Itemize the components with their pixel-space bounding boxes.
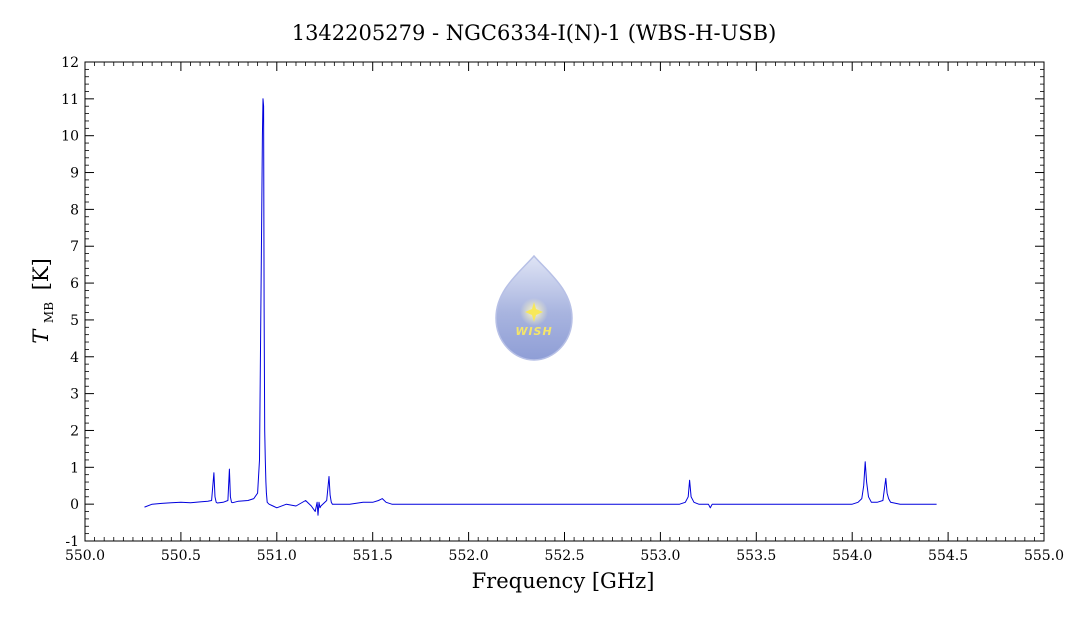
- x-tick-label: 551.0: [257, 548, 297, 564]
- y-axis-label: T MB [K]: [29, 258, 58, 344]
- x-tick-label: 553.0: [640, 548, 680, 564]
- wish-logo: WISH: [495, 254, 573, 361]
- x-tick-label: 554.5: [928, 548, 968, 564]
- y-tick-label: 3: [70, 387, 79, 403]
- x-tick-label: 555.0: [1024, 548, 1064, 564]
- y-tick-label: 10: [61, 129, 79, 145]
- x-tick-label: 552.0: [449, 548, 489, 564]
- y-tick-label: 7: [70, 239, 79, 255]
- y-axis-label-subscript: MB: [42, 302, 56, 323]
- y-tick-label: 1: [70, 460, 79, 476]
- y-tick-label: 8: [70, 202, 79, 218]
- y-tick-label: 4: [70, 350, 79, 366]
- chart-title: 1342205279 - NGC6334-I(N)-1 (WBS-H-USB): [292, 21, 777, 45]
- x-tick-label: 554.0: [832, 548, 872, 564]
- x-tick-label: 551.5: [353, 548, 393, 564]
- y-tick-label: 9: [70, 166, 79, 182]
- x-tick-label: 550.0: [65, 548, 105, 564]
- y-tick-label: 11: [61, 92, 79, 108]
- x-tick-label: 550.5: [161, 548, 201, 564]
- x-tick-labels: 550.0 550.5 551.0 551.5 552.0 552.5 553.0 553.5…: [65, 548, 1064, 564]
- y-tick-label: 5: [70, 313, 79, 329]
- logo-text: WISH: [515, 325, 552, 338]
- y-tick-label: 2: [70, 423, 79, 439]
- series-line-0: [144, 98, 937, 516]
- x-tick-label: 553.5: [736, 548, 776, 564]
- y-axis-label-symbol: T: [29, 328, 53, 344]
- y-tick-label: 6: [70, 276, 79, 292]
- x-axis-label: Frequency [GHz]: [472, 569, 655, 593]
- y-tick-label: 12: [61, 55, 79, 71]
- y-tick-label: 0: [70, 497, 79, 513]
- svg-text:T MB [K]: T MB [K]: [29, 258, 58, 344]
- y-tick-label: -1: [65, 534, 79, 550]
- series-group: [144, 98, 937, 516]
- axis-ticks: [84, 61, 1045, 542]
- x-tick-label: 552.5: [544, 548, 584, 564]
- y-axis-label-unit: [K]: [29, 258, 53, 290]
